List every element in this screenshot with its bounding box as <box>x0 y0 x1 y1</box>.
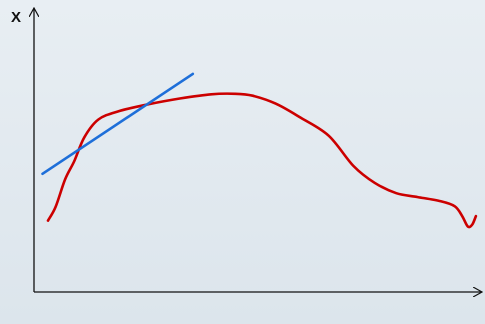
series-layer <box>41 72 478 229</box>
y-axis-label: X <box>11 9 21 26</box>
series-line-blue <box>41 72 195 176</box>
series-line-red <box>46 92 478 229</box>
